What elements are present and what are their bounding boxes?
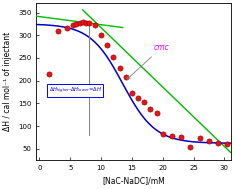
Point — [179, 136, 183, 139]
Point — [124, 76, 128, 79]
Point — [149, 107, 152, 110]
Point — [136, 96, 140, 99]
Point — [78, 21, 81, 24]
Point — [112, 56, 115, 59]
X-axis label: [NaC-NaDC]/mM: [NaC-NaDC]/mM — [102, 177, 165, 186]
Point — [226, 143, 229, 146]
Point — [170, 135, 174, 138]
Point — [84, 21, 88, 24]
Point — [81, 20, 84, 23]
Point — [93, 24, 97, 27]
Point — [105, 44, 109, 47]
Text: cmc: cmc — [127, 43, 169, 79]
Point — [99, 34, 103, 37]
Point — [87, 22, 91, 25]
Point — [75, 22, 78, 25]
Y-axis label: ΔH / cal mol⁻¹ of injectant: ΔH / cal mol⁻¹ of injectant — [4, 32, 12, 131]
Point — [56, 29, 60, 32]
Point — [47, 72, 51, 75]
Point — [130, 91, 134, 94]
Text: $\Delta H_{higher}$-$\Delta H_{lower}$=$\Delta H$: $\Delta H_{higher}$-$\Delta H_{lower}$=$… — [49, 86, 102, 96]
Point — [72, 24, 75, 27]
Point — [155, 112, 158, 115]
Point — [189, 146, 192, 149]
Point — [216, 142, 220, 145]
Point — [207, 139, 211, 142]
Point — [198, 137, 201, 140]
Point — [118, 66, 121, 69]
Point — [65, 27, 69, 30]
Point — [142, 101, 146, 104]
Point — [161, 132, 165, 135]
